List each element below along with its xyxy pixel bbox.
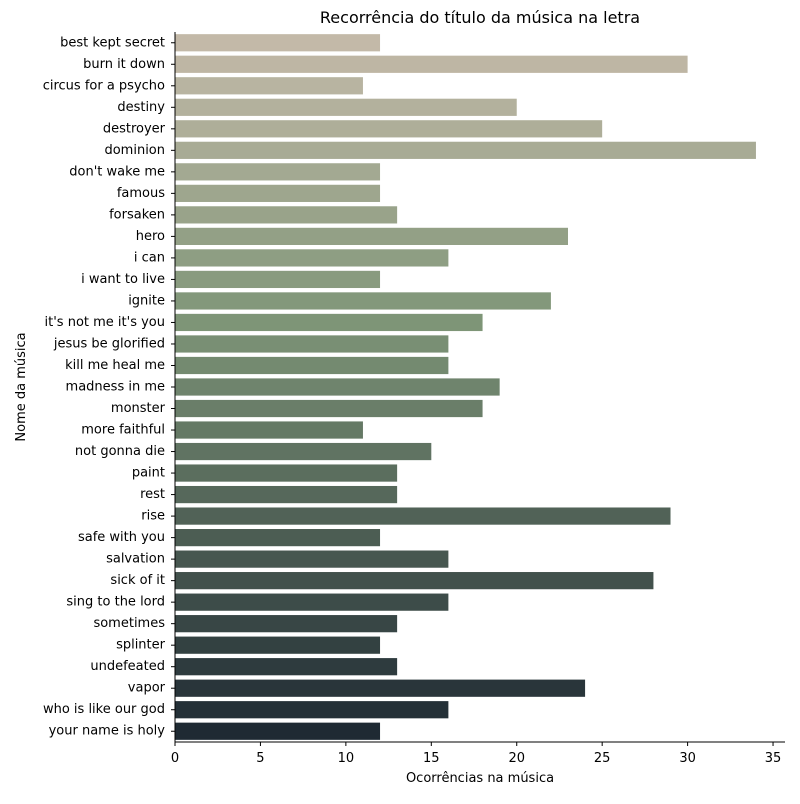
bar xyxy=(175,335,449,353)
bar xyxy=(175,442,432,461)
bar xyxy=(175,679,586,697)
bar xyxy=(175,722,381,740)
y-tick-labels: best kept secret burn it down circus for a… xyxy=(43,35,175,739)
bar xyxy=(175,34,381,52)
y-tick-label: hero xyxy=(136,229,165,244)
bar xyxy=(175,77,363,95)
bars-layer xyxy=(175,34,756,740)
bar xyxy=(175,421,363,439)
bar xyxy=(175,572,654,590)
y-tick-label: ignite xyxy=(128,293,165,308)
y-tick-label: sick of it xyxy=(110,573,165,588)
bar xyxy=(175,206,398,224)
chart-title: Recorrência do título da música na letra xyxy=(320,8,640,27)
y-tick-label: sing to the lord xyxy=(66,595,165,610)
bar xyxy=(175,270,381,289)
y-tick-label: circus for a psycho xyxy=(43,78,165,93)
bar xyxy=(175,529,381,547)
y-tick-label: rest xyxy=(140,487,165,502)
bar xyxy=(175,292,551,310)
bar xyxy=(175,636,381,654)
y-tick-label: i want to live xyxy=(81,272,165,287)
y-tick-label: best kept secret xyxy=(60,35,165,50)
x-tick-label: 15 xyxy=(423,751,440,766)
y-tick-label: undefeated xyxy=(90,659,165,674)
bar xyxy=(175,356,449,375)
y-tick-label: splinter xyxy=(116,638,166,653)
y-tick-label: your name is holy xyxy=(49,724,166,739)
bar xyxy=(175,378,500,396)
bar xyxy=(175,701,449,719)
x-tick-label: 35 xyxy=(765,751,782,766)
x-tick-label: 10 xyxy=(338,751,355,766)
bar xyxy=(175,464,398,482)
y-tick-label: destiny xyxy=(117,100,165,115)
y-tick-label: destroyer xyxy=(103,121,166,136)
y-tick-label: vapor xyxy=(128,681,166,696)
bar xyxy=(175,227,568,245)
y-tick-label: i can xyxy=(134,250,165,265)
y-tick-label: don't wake me xyxy=(69,164,165,179)
y-tick-label: not gonna die xyxy=(75,444,165,459)
x-tick-labels: 0 5 10 15 20 25 30 35 xyxy=(171,742,781,766)
bar xyxy=(175,141,756,159)
bar xyxy=(175,120,603,138)
x-tick-label: 0 xyxy=(171,751,179,766)
y-tick-label: who is like our god xyxy=(43,702,165,717)
bar xyxy=(175,550,449,568)
y-tick-label: forsaken xyxy=(109,207,165,222)
bar xyxy=(175,98,517,116)
y-tick-label: more faithful xyxy=(81,423,165,438)
y-tick-label: salvation xyxy=(106,552,165,567)
bar xyxy=(175,399,483,418)
bar xyxy=(175,55,688,73)
bar xyxy=(175,485,398,504)
y-tick-label: monster xyxy=(111,401,166,416)
bar xyxy=(175,249,449,267)
bar xyxy=(175,615,398,633)
y-tick-label: burn it down xyxy=(83,57,165,72)
bar xyxy=(175,593,449,611)
bar xyxy=(175,313,483,332)
bar xyxy=(175,184,381,202)
y-axis-label: Nome da música xyxy=(14,332,29,441)
y-tick-label: safe with you xyxy=(78,530,165,545)
y-tick-label: sometimes xyxy=(93,616,165,631)
y-tick-label: jesus be glorified xyxy=(53,336,165,351)
y-tick-label: madness in me xyxy=(66,380,165,395)
x-axis-label: Ocorrências na música xyxy=(406,771,554,786)
y-tick-label: it's not me it's you xyxy=(45,315,165,330)
x-tick-label: 20 xyxy=(508,751,525,766)
x-tick-label: 30 xyxy=(679,751,696,766)
bar xyxy=(175,507,671,525)
bar xyxy=(175,163,381,181)
bar xyxy=(175,658,398,676)
x-tick-label: 5 xyxy=(256,751,264,766)
y-tick-label: famous xyxy=(117,186,165,201)
y-tick-label: dominion xyxy=(104,143,165,158)
y-tick-label: rise xyxy=(141,509,165,524)
y-tick-label: paint xyxy=(132,466,165,481)
x-tick-label: 25 xyxy=(594,751,611,766)
y-tick-label: kill me heal me xyxy=(65,358,165,373)
